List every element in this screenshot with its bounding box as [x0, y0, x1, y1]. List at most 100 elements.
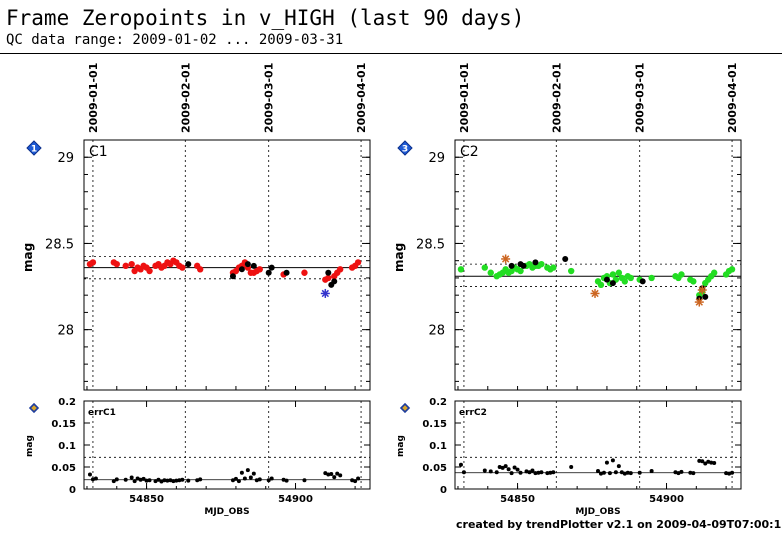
- err-data-point: [135, 476, 140, 481]
- err-data-point: [676, 471, 681, 476]
- err-y-tick-label: 0.05: [51, 463, 76, 474]
- err-data-point: [703, 461, 708, 466]
- main-plot-frame: [83, 139, 371, 391]
- chart-c1: 2009-01-01 2009-02-01 2009-03-01 2009-04-01…: [21, 63, 371, 517]
- page-title: Frame Zeropoints in v_HIGH (last 90 days…: [6, 6, 525, 30]
- err-data-point: [335, 471, 340, 476]
- data-point-black: [325, 269, 332, 276]
- err-data-point: [129, 475, 134, 480]
- err-data-point: [679, 469, 684, 474]
- err-data-point: [332, 475, 337, 480]
- data-point-black: [532, 259, 539, 266]
- panel-marker-label: 1: [31, 145, 37, 155]
- err-data-point: [601, 470, 606, 475]
- data-point: [627, 274, 634, 282]
- y-tick-label: 29: [57, 151, 74, 166]
- outlier-point: [321, 289, 329, 298]
- data-point: [648, 274, 655, 282]
- err-data-point: [545, 471, 550, 476]
- err-data-point: [171, 479, 176, 484]
- err-y-tick-label: 0.15: [422, 419, 447, 430]
- err-data-point: [613, 470, 618, 475]
- err-data-point: [551, 470, 556, 475]
- err-y-tick-label: 0.2: [429, 397, 447, 408]
- y-tick-label: 29: [428, 151, 445, 166]
- data-point: [609, 271, 617, 278]
- error-marker-icon: [28, 402, 40, 414]
- data-point-black: [283, 269, 290, 276]
- err-y-tick-label: 0.2: [58, 397, 76, 408]
- err-data-point: [539, 470, 544, 475]
- data-point: [196, 266, 204, 273]
- err-data-point: [458, 462, 463, 467]
- err-data-point: [198, 477, 203, 482]
- data-point-black: [268, 264, 275, 271]
- panel-marker-icon: [397, 140, 413, 156]
- data-point-black: [244, 261, 251, 268]
- err-data-point: [494, 470, 499, 475]
- y-tick-label: 28: [57, 324, 74, 339]
- err-y-tick-label: 0: [69, 485, 76, 496]
- outlier-point: [695, 298, 703, 306]
- err-data-point: [153, 479, 158, 484]
- err-panel-label: errC2: [459, 408, 487, 418]
- data-point: [538, 260, 545, 268]
- err-data-point: [356, 476, 361, 481]
- err-data-point: [159, 479, 164, 484]
- err-data-point: [245, 468, 250, 473]
- x-axis-label: MJD_OBS: [204, 507, 249, 517]
- err-data-point: [323, 471, 328, 476]
- panel-label: C2: [460, 144, 479, 160]
- err-data-point: [177, 478, 182, 483]
- err-y-axis-label: mag: [396, 435, 406, 457]
- date-tick-label: 2009-02-01: [550, 63, 563, 133]
- footer-credit: created by trendPlotter v2.1 on 2009-04-…: [456, 518, 782, 531]
- err-data-point: [123, 477, 128, 482]
- err-data-point: [165, 478, 170, 483]
- date-tick-label: 2009-04-01: [726, 63, 739, 133]
- err-data-point: [482, 468, 487, 473]
- date-tick-label: 2009-03-01: [263, 63, 276, 133]
- err-data-point: [619, 470, 624, 475]
- err-data-point: [284, 478, 289, 483]
- data-point-black: [562, 255, 569, 262]
- x-tick-label: 54850: [500, 494, 535, 505]
- err-data-point: [488, 469, 493, 474]
- err-data-point: [527, 470, 532, 475]
- x-tick-label: 54850: [129, 494, 164, 505]
- err-data-point: [141, 476, 146, 481]
- x-tick-label: 54900: [278, 494, 313, 505]
- err-y-tick-label: 0.1: [58, 441, 76, 452]
- err-data-point: [515, 467, 520, 472]
- data-point: [597, 281, 605, 289]
- err-data-point: [338, 473, 343, 478]
- err-data-point: [506, 467, 511, 472]
- outlier-point: [591, 289, 599, 298]
- data-point: [678, 271, 685, 278]
- data-point: [337, 266, 344, 273]
- data-point: [481, 264, 488, 271]
- data-point: [550, 264, 557, 271]
- err-data-point: [162, 478, 167, 483]
- err-data-point: [712, 461, 717, 466]
- date-tick-label: 2009-01-01: [87, 63, 100, 133]
- y-tick-label: 28.5: [416, 237, 445, 252]
- err-data-point: [625, 470, 630, 475]
- date-tick-label: 2009-03-01: [634, 63, 647, 133]
- y-axis-label: mag: [21, 243, 35, 272]
- err-data-point: [257, 477, 262, 482]
- panel-marker-label: 3: [402, 145, 408, 155]
- data-point: [122, 262, 129, 270]
- err-y-axis-label: mag: [25, 435, 35, 457]
- data-point-black: [331, 278, 338, 285]
- data-point-black: [250, 262, 257, 269]
- err-data-point: [132, 479, 137, 484]
- err-data-point: [239, 470, 244, 475]
- err-data-point: [230, 478, 235, 483]
- data-point: [728, 266, 736, 273]
- data-point: [457, 266, 465, 273]
- title-divider: [0, 53, 782, 54]
- data-point: [710, 269, 718, 276]
- err-data-point: [616, 464, 621, 469]
- chart-c2: 2009-01-01 2009-02-01 2009-03-01 2009-04-01…: [392, 63, 742, 517]
